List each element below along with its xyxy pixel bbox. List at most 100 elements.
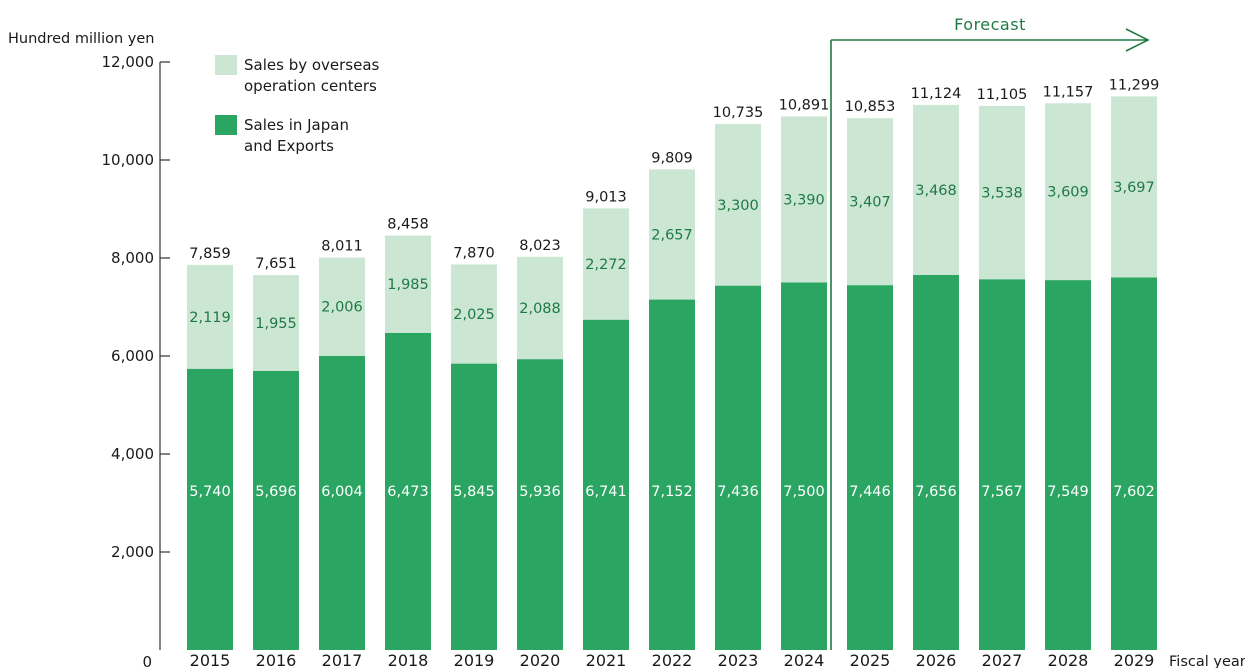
bar-japan-exports: [253, 370, 299, 650]
data-label-overseas: 2,657: [651, 227, 693, 243]
data-label-japan-exports: 7,152: [651, 484, 693, 500]
data-label-total: 8,458: [387, 217, 429, 233]
data-label-total: 7,870: [453, 245, 495, 261]
bar-overseas: [253, 275, 299, 371]
bar-overseas: [715, 123, 761, 286]
y-tick-label: 2,000: [111, 543, 154, 561]
bar-japan-exports: [847, 285, 893, 650]
bar-japan-exports: [583, 319, 629, 650]
legend-swatch: [215, 115, 237, 135]
data-label-japan-exports: 6,741: [585, 484, 627, 500]
y-tick-label: 12,000: [102, 53, 155, 71]
x-axis-title: Fiscal year: [1169, 654, 1245, 668]
bar-overseas: [847, 118, 893, 286]
data-label-overseas: 2,025: [453, 307, 495, 323]
data-label-total: 11,124: [911, 86, 962, 102]
bar-japan-exports: [781, 282, 827, 650]
data-label-japan-exports: 6,473: [387, 484, 429, 500]
legend-label: Sales by overseas: [244, 56, 380, 74]
data-label-overseas: 3,538: [981, 186, 1023, 202]
data-label-japan-exports: 5,696: [255, 484, 297, 500]
bar-japan-exports: [517, 359, 563, 650]
data-label-japan-exports: 5,936: [519, 484, 561, 500]
x-tick-label: 2023: [718, 651, 759, 668]
bar-overseas: [913, 104, 959, 275]
bar-overseas: [385, 235, 431, 333]
y-tick-label: 10,000: [102, 151, 155, 169]
data-label-overseas: 1,985: [387, 277, 429, 293]
x-tick-label: 2015: [190, 651, 231, 668]
bar-overseas: [781, 116, 827, 283]
bar-overseas: [649, 169, 695, 300]
bar-overseas: [187, 264, 233, 369]
legend-label: Sales in Japan: [244, 116, 349, 134]
data-label-total: 11,299: [1109, 77, 1160, 93]
data-label-overseas: 3,300: [717, 198, 759, 214]
data-label-japan-exports: 5,845: [453, 484, 495, 500]
data-label-japan-exports: 7,602: [1113, 484, 1155, 500]
x-tick-label: 2019: [454, 651, 495, 668]
data-label-japan-exports: 7,436: [717, 484, 759, 500]
data-label-total: 8,011: [321, 239, 363, 255]
data-label-japan-exports: 7,446: [849, 484, 891, 500]
y-tick-label: 6,000: [111, 347, 154, 365]
x-tick-label: 2025: [850, 651, 891, 668]
bar-japan-exports: [385, 332, 431, 650]
data-label-total: 9,013: [585, 189, 627, 205]
bar-japan-exports: [1045, 280, 1091, 650]
bar-japan-exports: [187, 368, 233, 650]
legend-label: and Exports: [244, 137, 334, 155]
bar-japan-exports: [715, 285, 761, 650]
chart-bars: [187, 96, 1157, 650]
data-label-overseas: 2,088: [519, 301, 561, 317]
data-label-total: 8,023: [519, 238, 561, 254]
x-tick-label: 2027: [982, 651, 1023, 668]
data-label-overseas: 3,407: [849, 195, 891, 211]
bar-japan-exports: [979, 279, 1025, 650]
data-label-total: 11,105: [977, 87, 1028, 103]
data-label-total: 9,809: [651, 150, 693, 166]
data-label-total: 10,891: [779, 97, 830, 113]
x-tick-label: 2022: [652, 651, 693, 668]
y-tick-label: 4,000: [111, 445, 154, 463]
forecast-annotation: Forecast: [830, 15, 1150, 650]
bar-overseas: [517, 256, 563, 360]
x-tick-label: 2020: [520, 651, 561, 668]
legend-label: operation centers: [244, 77, 377, 95]
bar-overseas: [1111, 96, 1157, 278]
bar-japan-exports: [319, 355, 365, 650]
data-label-japan-exports: 7,656: [915, 484, 957, 500]
bar-overseas: [319, 257, 365, 356]
data-label-total: 7,859: [189, 246, 231, 262]
bar-overseas: [583, 208, 629, 320]
y-axis-title: Hundred million yen: [8, 31, 154, 47]
legend-swatch: [215, 55, 237, 75]
data-label-total: 10,735: [713, 105, 764, 121]
data-label-total: 11,157: [1043, 84, 1094, 100]
data-label-overseas: 1,955: [255, 316, 297, 332]
x-tick-label: 2016: [256, 651, 297, 668]
x-tick-label: 2026: [916, 651, 957, 668]
bar-overseas: [1045, 103, 1091, 281]
bar-japan-exports: [649, 299, 695, 650]
data-label-japan-exports: 6,004: [321, 484, 363, 500]
y-tick-label: 8,000: [111, 249, 154, 267]
data-label-japan-exports: 7,549: [1047, 484, 1089, 500]
data-label-overseas: 3,390: [783, 192, 825, 208]
x-tick-label: 2021: [586, 651, 627, 668]
bar-japan-exports: [451, 363, 497, 650]
data-label-total: 7,651: [255, 256, 297, 272]
forecast-label: Forecast: [954, 15, 1026, 34]
bar-japan-exports: [1111, 277, 1157, 650]
data-label-overseas: 2,006: [321, 300, 363, 316]
chart-axes: 0 2,000 4,000 6,000 8,000 10,000 12,000 Hundred…: [8, 31, 1245, 668]
y-tick-label: 0: [142, 653, 152, 668]
data-label-japan-exports: 7,567: [981, 484, 1023, 500]
data-label-overseas: 2,272: [585, 257, 627, 273]
chart-data-labels: 5,740 2,119 7,859 5,696 1,955 7,651 6,004 2,006…: [189, 77, 1159, 500]
data-label-total: 10,853: [845, 99, 896, 115]
bar-overseas: [451, 264, 497, 364]
forecast-arrowhead: [1125, 28, 1150, 52]
x-tick-label: 2018: [388, 651, 429, 668]
